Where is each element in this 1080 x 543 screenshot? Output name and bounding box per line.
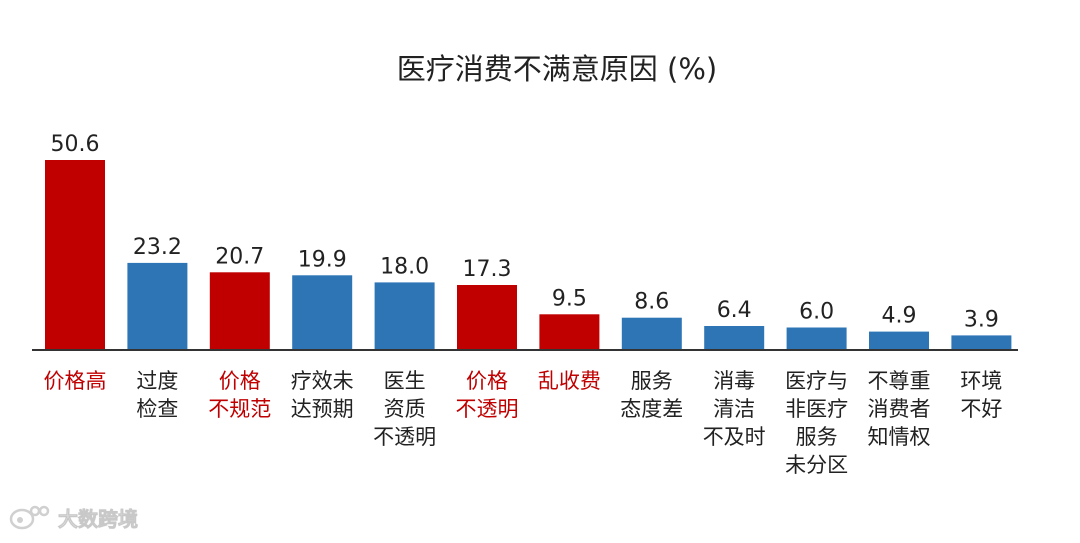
category-label-5: 医生资质不透明 — [373, 369, 436, 449]
value-label-6: 17.3 — [463, 257, 512, 282]
bar-5 — [374, 282, 435, 350]
watermark: 大数跨境 — [8, 500, 138, 534]
bar-9 — [704, 326, 765, 350]
category-label-9: 消毒清洁不及时 — [703, 369, 766, 449]
value-label-9: 6.4 — [717, 298, 752, 323]
value-label-2: 23.2 — [133, 235, 182, 260]
bar-4 — [292, 275, 353, 350]
bar-7 — [539, 314, 600, 350]
value-label-5: 18.0 — [380, 254, 429, 279]
category-label-11: 不尊重消费者知情权 — [868, 369, 931, 449]
chart-title: 医疗消费不满意原因 (%) — [397, 52, 717, 86]
bar-8 — [621, 317, 682, 350]
bar-6 — [457, 285, 517, 350]
value-labels-group: 50.6 23.2 20.7 19.9 18.0 17.3 9.5 8.6 6.4 6.0 4.9 3… — [51, 132, 999, 332]
bar-12 — [951, 335, 1012, 350]
bar-10 — [786, 327, 847, 350]
category-label-6: 价格不透明 — [456, 369, 519, 421]
watermark-text: 大数跨境 — [58, 506, 139, 531]
value-label-8: 8.6 — [634, 290, 669, 315]
category-label-1: 价格高 — [44, 369, 107, 393]
weibo-style-logo-icon — [8, 502, 52, 532]
value-label-10: 6.0 — [799, 300, 834, 325]
bars-group — [45, 160, 1012, 350]
category-label-12: 环境不好 — [960, 369, 1002, 421]
category-label-8: 服务态度差 — [620, 369, 683, 421]
category-label-3: 价格不规范 — [208, 369, 271, 421]
value-label-11: 4.9 — [882, 304, 917, 329]
bar-11 — [869, 331, 929, 350]
category-label-4: 疗效未达预期 — [291, 369, 354, 421]
bar-3 — [209, 272, 270, 350]
value-label-12: 3.9 — [964, 307, 999, 332]
category-label-10: 医疗与非医疗服务未分区 — [785, 369, 848, 477]
category-label-7: 乱收费 — [538, 369, 601, 393]
value-label-1: 50.6 — [51, 132, 100, 157]
bar-1 — [45, 160, 105, 350]
value-label-3: 20.7 — [215, 244, 264, 269]
category-label-2: 过度检查 — [136, 369, 178, 421]
value-label-4: 19.9 — [298, 247, 347, 272]
value-label-7: 9.5 — [552, 286, 587, 311]
bar-2 — [127, 262, 188, 350]
